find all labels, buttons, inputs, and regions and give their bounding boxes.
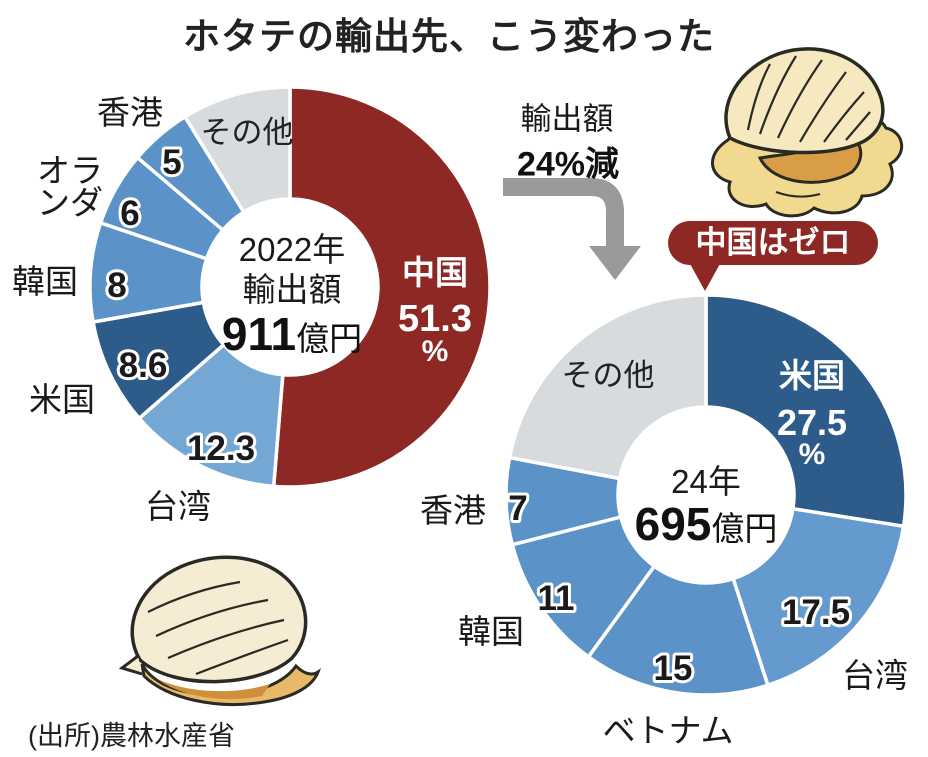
slice-name-label: その他 bbox=[201, 115, 294, 150]
slice-name-label: 香港 bbox=[97, 94, 163, 131]
slice-name-label: ンダ bbox=[37, 184, 103, 221]
slice-name-label: ベトナム bbox=[602, 712, 733, 749]
slice-name-label: オラ bbox=[37, 152, 103, 189]
donut-center-value: 911億円 bbox=[222, 308, 362, 360]
donut-center-value: 695億円 bbox=[635, 498, 778, 550]
page-title: ホタテの輸出先、こう変わった bbox=[183, 16, 715, 57]
donut-center-line: 輸出額 bbox=[243, 271, 342, 308]
slice-value-label: 12.3 bbox=[187, 429, 255, 468]
scallop-open-icon bbox=[711, 47, 903, 218]
donut-center-line: 24年 bbox=[671, 463, 741, 500]
slice-その他 bbox=[507, 293, 708, 481]
slice-name-label: 台湾 bbox=[145, 488, 211, 525]
slice-name-label: 中国 bbox=[402, 254, 468, 291]
china-zero-badge: 中国はゼロ bbox=[668, 221, 878, 265]
slice-name-label: 香港 bbox=[420, 492, 486, 529]
slice-percent-label: % bbox=[422, 335, 449, 368]
slice-value-label: 15 bbox=[654, 649, 693, 688]
donut-center-line: 2022年 bbox=[239, 231, 345, 268]
arrow-down-icon bbox=[503, 178, 641, 280]
source-note: (出所)農林水産省 bbox=[28, 721, 235, 751]
slice-value-label: 8.6 bbox=[119, 346, 168, 385]
slice-ベトナム bbox=[585, 563, 771, 697]
scallop-closed-icon bbox=[118, 555, 322, 706]
slice-name-label: その他 bbox=[562, 358, 655, 393]
slice-value-label: 51.3 bbox=[398, 298, 472, 340]
slice-value-label: 8 bbox=[107, 266, 126, 305]
slice-value-label: 5 bbox=[162, 143, 181, 182]
slice-name-label: 米国 bbox=[29, 381, 95, 418]
slice-name-label: 台湾 bbox=[842, 657, 908, 694]
badge-tail bbox=[689, 262, 721, 291]
slice-value-label: 11 bbox=[538, 579, 575, 618]
slice-台湾 bbox=[730, 506, 906, 688]
slice-percent-label: % bbox=[799, 438, 826, 471]
slice-米国 bbox=[704, 293, 908, 529]
slice-name-label: 米国 bbox=[779, 357, 845, 394]
slice-value-label: 6 bbox=[120, 194, 139, 233]
slice-台湾 bbox=[136, 342, 285, 489]
annotation-line2: 24%減 bbox=[516, 145, 620, 184]
annotation-line1: 輸出額 bbox=[520, 101, 614, 137]
slice-value-label: 7 bbox=[508, 489, 527, 528]
slice-中国 bbox=[271, 85, 492, 489]
donut-charts: 中国51.3%12.3台湾8.6米国8韓国6オランダ5香港その他2022年輸出額… bbox=[12, 85, 908, 749]
slice-value-label: 27.5 bbox=[777, 402, 847, 443]
slice-value-label: 17.5 bbox=[782, 593, 850, 632]
slice-name-label: 韓国 bbox=[12, 263, 78, 300]
slice-その他 bbox=[182, 85, 292, 215]
slice-name-label: 韓国 bbox=[458, 613, 524, 650]
